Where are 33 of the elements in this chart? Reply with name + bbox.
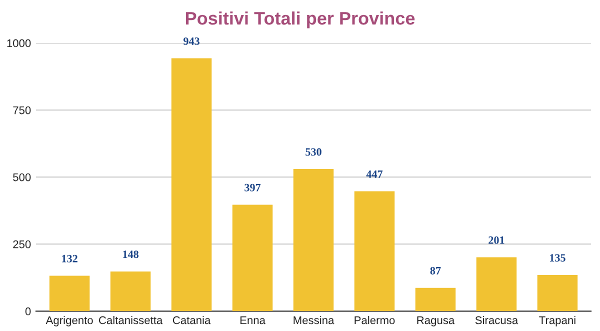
x-tick-label: Siracusa	[475, 316, 518, 324]
x-tick-label: Agrigento	[46, 316, 93, 326]
x-tick-label: Caltanissetta	[98, 316, 163, 324]
x-tick-label: Catania	[172, 316, 211, 324]
bar	[171, 58, 212, 312]
bar	[354, 191, 395, 312]
bar	[476, 257, 517, 312]
bar	[49, 276, 90, 312]
x-tick-label: Messina	[294, 316, 334, 324]
y-tick-label: 0	[25, 307, 31, 316]
y-tick-label: 250	[13, 240, 31, 248]
bar	[415, 288, 456, 312]
y-tick-label: 750	[13, 106, 31, 114]
chart-title: Positivi Totali per Province	[186, 11, 415, 28]
bar	[232, 204, 273, 312]
bar	[110, 271, 151, 312]
data-label: 132	[62, 254, 78, 262]
x-tick-label: Palermo	[354, 316, 395, 324]
data-label: 943	[183, 37, 200, 45]
data-label: 87	[430, 266, 441, 274]
bar	[293, 169, 334, 312]
data-label: 148	[123, 250, 138, 258]
data-label: 201	[488, 236, 504, 244]
data-label: 397	[244, 184, 261, 192]
data-label: 447	[366, 170, 383, 178]
data-label: 530	[306, 148, 322, 156]
y-tick-label: 500	[13, 173, 31, 182]
y-tick-label: 1000	[7, 39, 31, 48]
x-tick-label: Trapani	[539, 316, 576, 326]
x-tick-label: Enna	[240, 316, 266, 324]
bar	[537, 274, 578, 312]
data-label: 135	[550, 254, 566, 262]
x-tick-label: Ragusa	[417, 316, 455, 326]
